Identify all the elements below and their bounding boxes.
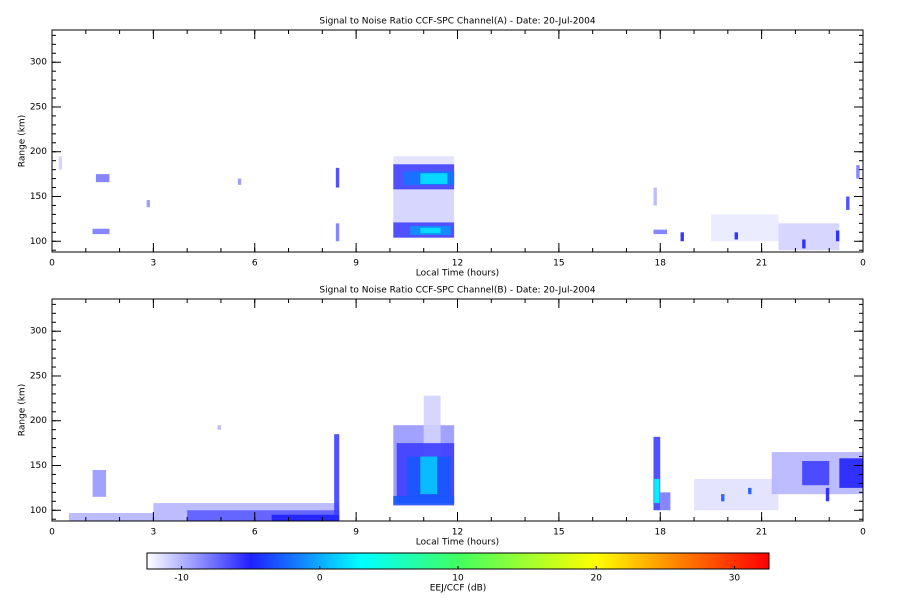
cell [92,469,107,497]
cell [856,165,860,179]
cell [237,178,242,185]
cell [187,510,340,521]
chart-title: Signal to Noise Ratio CCF-SPC Channel(A)… [319,17,595,27]
colorbar-tick-label: 0 [317,574,323,584]
cell [95,174,110,183]
cell [423,395,441,457]
cell [393,495,455,505]
x-tick-label: 21 [756,528,767,538]
heatmap [68,395,863,521]
x-axis-label: Local Time (hours) [416,269,499,279]
cell [778,223,840,251]
colorbar-label: EEJ/CCF (dB) [430,584,487,594]
cell [835,230,840,242]
x-tick-label: 9 [353,259,359,269]
cell [660,492,671,511]
y-tick-label: 150 [30,192,47,202]
cell [271,514,340,521]
cell [653,187,657,206]
cell [846,196,850,210]
cell [335,167,340,188]
x-tick-label: 9 [353,528,359,538]
colorbar-tick-label: -10 [174,574,189,584]
x-tick-label: 18 [655,259,667,269]
y-tick-label: 200 [30,416,47,426]
cell [68,512,154,521]
cell [721,494,725,502]
cell [146,200,150,208]
x-tick-label: 0 [860,259,866,269]
x-tick-label: 15 [553,528,564,538]
x-axis-label: Local Time (hours) [416,538,499,548]
x-tick-label: 0 [860,528,866,538]
y-tick-label: 100 [30,506,47,516]
y-tick-label: 200 [30,147,47,157]
cell [420,173,448,184]
y-tick-label: 100 [30,237,47,247]
cell [710,214,779,242]
x-tick-label: 15 [553,259,564,269]
cell [335,223,340,242]
cell [420,456,438,495]
colorbar-tick-label: 20 [590,574,602,584]
cell [58,156,63,170]
cell [694,478,779,511]
chart-title: Signal to Noise Ratio CCF-SPC Channel(B)… [319,286,595,296]
cell [420,227,441,234]
cell [653,436,661,511]
cell [734,232,738,240]
y-tick-label: 250 [30,102,47,112]
cell [393,156,455,166]
cell [217,425,221,430]
cell [748,487,752,495]
x-tick-label: 12 [452,259,463,269]
colorbar-tick-label: 30 [729,574,741,584]
x-tick-label: 0 [49,528,55,538]
x-tick-label: 0 [49,259,55,269]
y-axis-label: Range (km) [18,115,28,167]
heatmap [58,156,860,251]
x-tick-label: 12 [452,528,463,538]
cell [802,461,830,486]
cell [802,239,806,249]
y-axis-label: Range (km) [18,384,28,436]
x-tick-label: 3 [151,259,157,269]
cell [393,187,455,224]
x-tick-label: 6 [252,259,258,269]
y-tick-label: 250 [30,371,47,381]
cell [92,228,110,235]
y-tick-label: 300 [30,327,47,337]
x-tick-label: 18 [655,528,667,538]
x-tick-label: 6 [252,528,258,538]
cell [653,229,668,235]
x-tick-label: 3 [151,528,157,538]
colorbar-tick-label: 10 [452,574,464,584]
cell [334,434,340,515]
y-tick-label: 300 [30,58,47,68]
y-tick-label: 150 [30,461,47,471]
cell [654,478,660,504]
cell [680,232,684,242]
cell [825,487,830,502]
x-tick-label: 21 [756,259,767,269]
